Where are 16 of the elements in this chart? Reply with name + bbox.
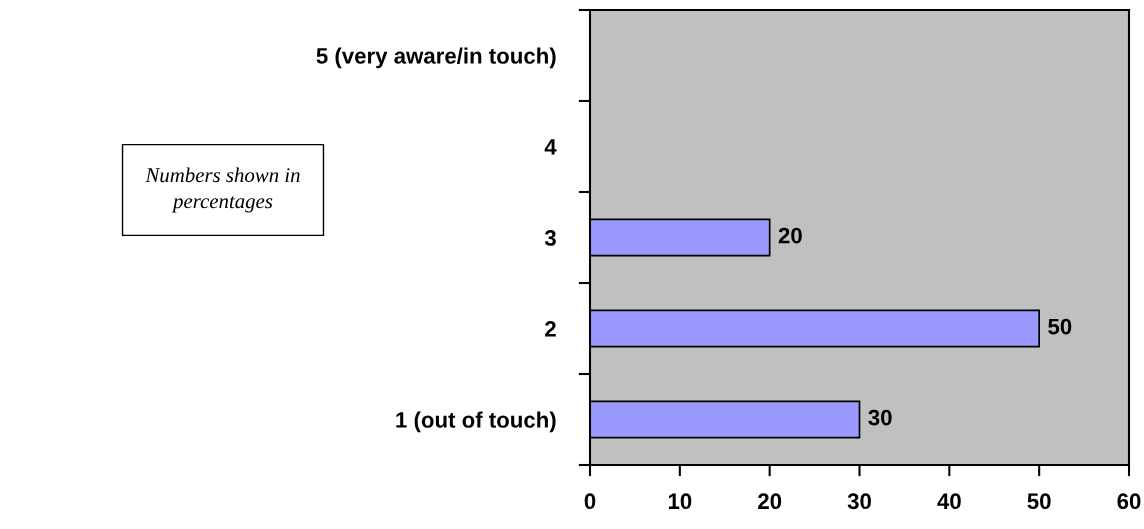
x-tick-label: 50	[1027, 493, 1051, 510]
data-label: 30	[868, 409, 892, 426]
x-tick-label: 0	[584, 493, 596, 510]
x-tick-label: 60	[1117, 493, 1141, 510]
x-tick-label: 30	[847, 493, 871, 510]
y-tick-label: 2	[545, 321, 556, 337]
x-tick-label: 20	[758, 493, 782, 510]
data-label: 20	[778, 227, 802, 244]
text: Numbers shown in percentages	[145, 167, 300, 213]
y-tick-label: 5 (very aware/in touch)	[316, 47, 556, 69]
data-label: 50	[1048, 318, 1072, 335]
y-tick-label: 1 (out of touch)	[396, 411, 556, 433]
x-tick-label: 40	[937, 493, 961, 510]
x-tick-label: 10	[668, 493, 692, 510]
y-tick-label: 3	[544, 230, 556, 246]
y-tick-label: 4	[544, 139, 557, 155]
